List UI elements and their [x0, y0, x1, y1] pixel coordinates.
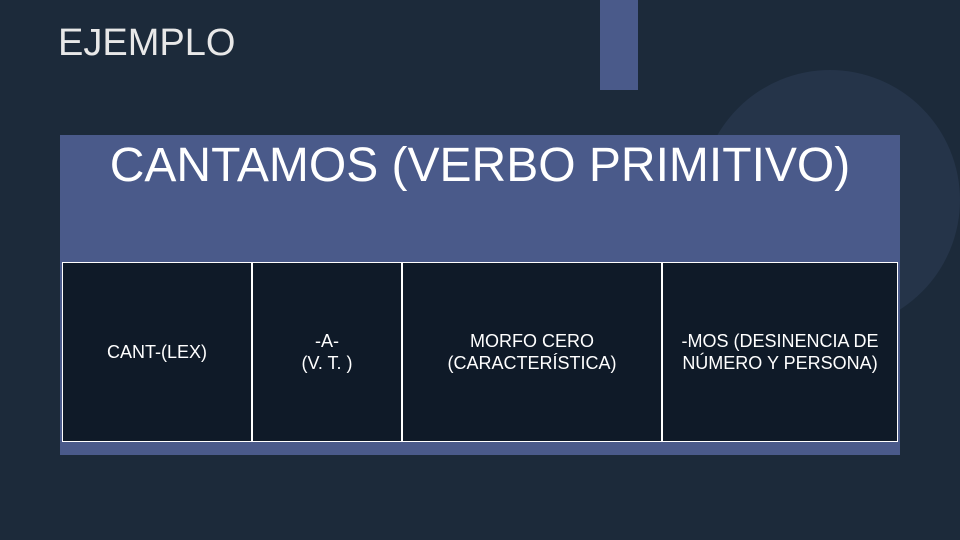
decor-rect-top — [600, 0, 638, 90]
table-cell-vt: -A- (V. T. ) — [252, 262, 402, 442]
morpheme-table: CANT-(LEX) -A- (V. T. ) MORFO CERO (CARA… — [62, 262, 898, 442]
table-cell-desinencia: -MOS (DESINENCIA DE NÚMERO Y PERSONA) — [662, 262, 898, 442]
slide-title: EJEMPLO — [58, 22, 235, 65]
table-cell-caracteristica: MORFO CERO (CARACTERÍSTICA) — [402, 262, 662, 442]
main-heading: CANTAMOS (VERBO PRIMITIVO) — [60, 140, 900, 193]
table-cell-lex: CANT-(LEX) — [62, 262, 252, 442]
